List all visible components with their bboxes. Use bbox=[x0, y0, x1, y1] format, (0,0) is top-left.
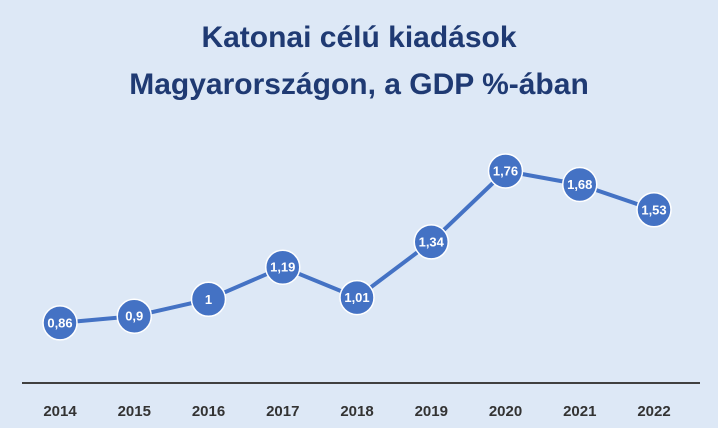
x-tick-2016: 2016 bbox=[192, 403, 225, 420]
x-tick-2015: 2015 bbox=[118, 403, 151, 420]
data-point-2020 bbox=[487, 153, 524, 189]
data-point-2018 bbox=[339, 279, 375, 316]
x-tick-2019: 2019 bbox=[415, 403, 448, 420]
x-tick-2022: 2022 bbox=[637, 403, 670, 420]
x-tick-2014: 2014 bbox=[43, 403, 77, 420]
data-point-2016 bbox=[190, 281, 227, 318]
x-tick-labels: 2014 2015 2016 2017 2018 2019 2020 2021 2022 bbox=[43, 403, 670, 420]
data-label-2018: 1,01 bbox=[344, 290, 369, 305]
data-label-2014: 0,86 bbox=[47, 315, 72, 330]
data-point-2021 bbox=[562, 166, 598, 203]
data-label-2022: 1,53 bbox=[641, 202, 666, 217]
data-point-2022 bbox=[636, 192, 672, 228]
data-label-2020: 1,76 bbox=[493, 164, 518, 179]
chart-subtitle: Magyarországon, a GDP %-ában bbox=[129, 68, 589, 101]
data-labels-group: 0,86 0,9 1 1,19 1,01 1,34 1,76 1,68 1,53 bbox=[47, 164, 666, 331]
data-label-2021: 1,68 bbox=[567, 177, 592, 192]
markers-group bbox=[42, 153, 672, 341]
data-point-2014 bbox=[42, 305, 78, 341]
data-label-2015: 0,9 bbox=[125, 309, 143, 324]
x-tick-2018: 2018 bbox=[340, 403, 373, 420]
x-tick-2020: 2020 bbox=[489, 403, 522, 420]
data-point-2019 bbox=[413, 224, 449, 260]
x-tick-2017: 2017 bbox=[266, 403, 299, 420]
data-label-2016: 1 bbox=[205, 292, 212, 307]
data-point-2017 bbox=[265, 249, 301, 285]
x-tick-2021: 2021 bbox=[563, 403, 596, 420]
data-point-2015 bbox=[116, 298, 152, 334]
data-label-2017: 1,19 bbox=[270, 260, 295, 275]
chart-title: Katonai célú kiadások bbox=[201, 21, 516, 54]
data-label-2019: 1,34 bbox=[419, 234, 445, 249]
